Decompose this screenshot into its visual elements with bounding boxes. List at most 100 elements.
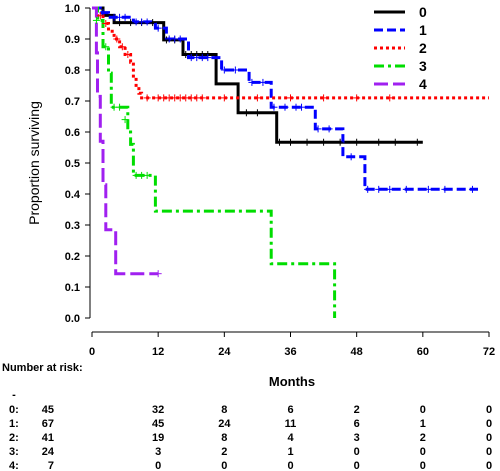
- x-tick-label: 36: [284, 346, 296, 358]
- legend-label-0: 0: [419, 4, 427, 20]
- censor-mark-0: [413, 138, 421, 146]
- x-tick-label: 72: [483, 346, 495, 358]
- censor-mark-2: [253, 94, 261, 102]
- risk-cell: 0: [287, 460, 293, 471]
- censor-mark-1: [441, 185, 449, 193]
- censor-mark-1: [270, 103, 278, 111]
- censor-mark-2: [113, 35, 121, 43]
- survival-curve-4: [92, 6, 159, 276]
- risk-cell: 0: [354, 446, 360, 458]
- risk-cell: 0: [420, 404, 426, 416]
- y-tick-label: 0.7: [65, 96, 80, 108]
- risk-cell: 0: [486, 404, 492, 416]
- censor-mark-1: [325, 125, 333, 133]
- legend-label-3: 3: [419, 58, 427, 74]
- censor-mark-1: [281, 103, 289, 111]
- legend-label-4: 4: [419, 76, 427, 92]
- risk-cell: 24: [218, 418, 231, 430]
- risk-cell: 0: [420, 446, 426, 458]
- risk-cell: 0: [486, 432, 492, 444]
- censor-mark-3: [102, 43, 110, 51]
- censor-mark-0: [375, 138, 383, 146]
- legend-label-1: 1: [419, 22, 427, 38]
- y-tick-label: 0.2: [65, 251, 80, 263]
- risk-cell: 7: [48, 460, 54, 471]
- risk-cell: 8: [221, 432, 227, 444]
- risk-cell: 2: [354, 404, 360, 416]
- risk-cell: 0: [486, 418, 492, 430]
- censor-mark-0: [320, 138, 328, 146]
- legend-label-2: 2: [419, 40, 427, 56]
- risk-cell: 3: [354, 432, 360, 444]
- risk-row-label: 2:: [9, 432, 19, 444]
- risk-cell: 0: [354, 460, 360, 471]
- risk-table-title: Number at risk:: [2, 362, 83, 374]
- censor-mark-4: [154, 270, 162, 278]
- censor-mark-1: [364, 185, 372, 193]
- censor-mark-0: [242, 109, 250, 117]
- y-tick-label: 0.0: [65, 313, 80, 325]
- risk-cell: 45: [152, 418, 164, 430]
- risk-row-label: 0:: [9, 404, 19, 416]
- risk-cell: 32: [152, 404, 164, 416]
- censor-mark-1: [204, 54, 212, 62]
- y-tick-label: 0.1: [65, 282, 80, 294]
- censor-mark-1: [375, 185, 383, 193]
- censor-mark-1: [402, 185, 410, 193]
- risk-cell: 67: [42, 418, 54, 430]
- censor-mark-2: [102, 20, 110, 27]
- censor-mark-1: [314, 125, 322, 133]
- censor-mark-3: [143, 171, 151, 179]
- x-tick-label: 60: [417, 346, 429, 358]
- risk-cell: 3: [155, 446, 161, 458]
- risk-cell: 2: [420, 432, 426, 444]
- axes: [89, 8, 489, 333]
- risk-cell: 0: [420, 460, 426, 471]
- censor-mark-1: [347, 153, 355, 161]
- risk-table: Number at risk: - 0: 45 32 8 6 2 0 01: 67 45 24 11 6…: [2, 362, 492, 471]
- censor-mark-0: [353, 138, 361, 146]
- censor-mark-2: [143, 94, 151, 102]
- censor-marks: [92, 9, 476, 278]
- censor-mark-3: [116, 103, 124, 111]
- risk-cell: 11: [285, 418, 297, 430]
- x-axis-title: Months: [269, 374, 315, 389]
- y-tick-label: 0.6: [65, 127, 80, 139]
- risk-cell: 0: [486, 460, 492, 471]
- x-tick-label: 0: [89, 346, 95, 358]
- censor-mark-0: [253, 109, 261, 117]
- risk-cell: 45: [42, 404, 54, 416]
- risk-cell: 8: [221, 404, 227, 416]
- censor-mark-1: [468, 185, 476, 193]
- censor-mark-0: [149, 19, 157, 27]
- censor-mark-2: [124, 51, 132, 58]
- y-tick-label: 0.4: [65, 189, 81, 201]
- risk-cell: 41: [42, 432, 54, 444]
- censor-mark-2: [287, 94, 294, 102]
- risk-table-dash: -: [12, 389, 16, 401]
- risk-row-label: 1:: [9, 418, 19, 430]
- censor-mark-1: [143, 18, 151, 26]
- survival-curve-1: [92, 6, 478, 191]
- risk-cell: 0: [221, 460, 227, 471]
- y-tick-label: 1.0: [65, 3, 80, 15]
- risk-cell: 6: [354, 418, 360, 430]
- risk-cell: 0: [486, 446, 492, 458]
- censor-mark-2: [198, 94, 206, 102]
- censor-mark-2: [220, 94, 228, 102]
- risk-row-label: 3:: [9, 446, 19, 458]
- risk-cell: 1: [420, 418, 426, 430]
- censor-mark-1: [248, 78, 256, 86]
- censor-mark-0: [336, 138, 344, 146]
- censor-mark-2: [96, 12, 104, 20]
- censor-mark-2: [320, 94, 328, 102]
- risk-cell: 0: [155, 460, 161, 471]
- censor-mark-0: [127, 19, 135, 27]
- censor-mark-3: [92, 16, 100, 24]
- y-axis-title: Proportion surviving: [26, 101, 42, 225]
- censor-mark-1: [154, 24, 162, 32]
- censor-mark-0: [391, 138, 399, 146]
- risk-cell: 24: [42, 446, 55, 458]
- x-tick-label: 24: [218, 346, 231, 358]
